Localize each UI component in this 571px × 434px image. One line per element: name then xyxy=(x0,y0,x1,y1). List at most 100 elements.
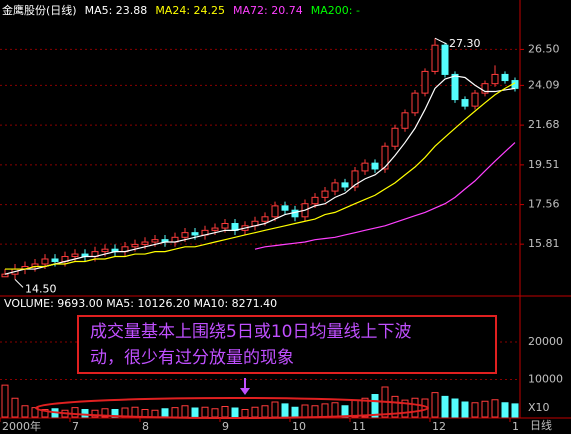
volume-bar xyxy=(71,407,79,418)
volume-bar xyxy=(241,409,249,418)
volume-bar xyxy=(81,409,89,418)
volume-bar xyxy=(171,407,179,418)
volume-bar xyxy=(511,403,519,418)
candle-body xyxy=(401,112,409,129)
candle-body xyxy=(381,145,389,170)
x-tick-label: 8 xyxy=(142,420,149,433)
header-item: MA200: - xyxy=(311,4,360,17)
volume-bar xyxy=(221,406,229,418)
volume-bar xyxy=(151,409,159,418)
y-tick-label: 19.51 xyxy=(528,158,560,171)
ma-line xyxy=(254,142,516,250)
candle-body xyxy=(491,73,499,85)
candle-body xyxy=(261,216,269,222)
annotation-box xyxy=(77,315,497,374)
candle-body xyxy=(341,182,349,188)
candle-body xyxy=(311,196,319,205)
candle-body xyxy=(151,239,159,243)
y-tick-label: 10000 xyxy=(528,373,563,386)
candle-body xyxy=(131,243,139,248)
min-label: 14.50 xyxy=(25,282,57,295)
candle-body xyxy=(221,223,229,229)
candle-body xyxy=(431,44,439,72)
candle-body xyxy=(51,258,59,262)
candle-body xyxy=(1,273,9,278)
volume-bar xyxy=(251,406,259,418)
x-tick-label: 11 xyxy=(352,420,366,433)
volume-header: VOLUME: 9693.00 MA5: 10126.20 MA10: 8271… xyxy=(4,297,277,310)
volume-bar xyxy=(411,397,419,418)
volume-bar xyxy=(131,406,139,418)
volume-bar xyxy=(501,402,509,418)
volume-ellipse xyxy=(35,397,429,419)
candle-body xyxy=(481,83,489,94)
volume-bar xyxy=(161,408,169,418)
candle-body xyxy=(101,248,109,253)
volume-bar xyxy=(91,409,99,418)
candle-body xyxy=(411,92,419,114)
volume-bar xyxy=(431,392,439,418)
candle-body xyxy=(191,232,199,236)
header-item: 金鹰股份(日线) xyxy=(2,3,77,17)
annotation-text: 动，很少有过分放量的现象 xyxy=(90,348,294,368)
ma-line xyxy=(4,75,516,275)
candle-body xyxy=(321,190,329,198)
volume-bar xyxy=(331,402,339,418)
volume-bar xyxy=(391,395,399,418)
x-tick-label: 1 xyxy=(512,420,519,433)
candle-body xyxy=(141,241,149,245)
candle-body xyxy=(391,127,399,147)
volume-bar xyxy=(201,406,209,418)
volume-bar xyxy=(141,409,149,418)
candle-body xyxy=(461,99,469,107)
y-tick-label: 17.56 xyxy=(528,198,560,211)
header-item: MA5: 23.88 xyxy=(85,4,148,17)
volume-bar xyxy=(311,405,319,418)
volume-bar xyxy=(451,398,459,418)
max-pointer xyxy=(434,37,448,45)
volume-unit: X10 xyxy=(528,401,550,414)
volume-bar xyxy=(191,407,199,418)
y-tick-label: 15.81 xyxy=(528,237,560,250)
candle-body xyxy=(181,232,189,238)
candle-body xyxy=(351,170,359,188)
candle-body xyxy=(471,92,479,107)
volume-bar xyxy=(461,401,469,418)
candle-body xyxy=(331,182,339,192)
annotation-arrow-head xyxy=(240,388,250,395)
period-label: 日线 xyxy=(530,418,552,432)
volume-bar xyxy=(321,403,329,418)
volume-bar xyxy=(301,404,309,418)
candle-body xyxy=(281,205,289,211)
annotation-text: 成交量基本上围绕5日或10日均量线上下波 xyxy=(90,322,411,342)
volume-bar xyxy=(261,405,269,418)
volume-bar xyxy=(371,394,379,418)
volume-bar xyxy=(291,406,299,418)
volume-bar xyxy=(471,402,479,418)
volume-bar xyxy=(211,408,219,418)
volume-bar xyxy=(11,397,19,418)
candle-body xyxy=(371,162,379,170)
candle-body xyxy=(291,209,299,218)
volume-bar xyxy=(181,405,189,418)
candle-body xyxy=(441,44,449,75)
y-tick-label: 24.09 xyxy=(528,78,560,91)
volume-bar xyxy=(31,407,39,418)
y-tick-label: 20000 xyxy=(528,335,563,348)
y-tick-label: 21.68 xyxy=(528,118,560,131)
volume-bar xyxy=(491,399,499,418)
x-tick-label: 10 xyxy=(292,420,306,433)
candle-body xyxy=(71,253,79,258)
volume-bar xyxy=(351,399,359,418)
volume-bar xyxy=(21,405,29,418)
header-item: MA24: 24.25 xyxy=(155,4,225,17)
max-label: 27.30 xyxy=(449,37,481,50)
volume-bar xyxy=(1,384,9,418)
candle-body xyxy=(501,73,509,82)
candle-body xyxy=(421,70,429,94)
x-tick-label: 2000年 xyxy=(2,419,41,433)
volume-bar xyxy=(101,408,109,418)
candle-body xyxy=(361,162,369,172)
